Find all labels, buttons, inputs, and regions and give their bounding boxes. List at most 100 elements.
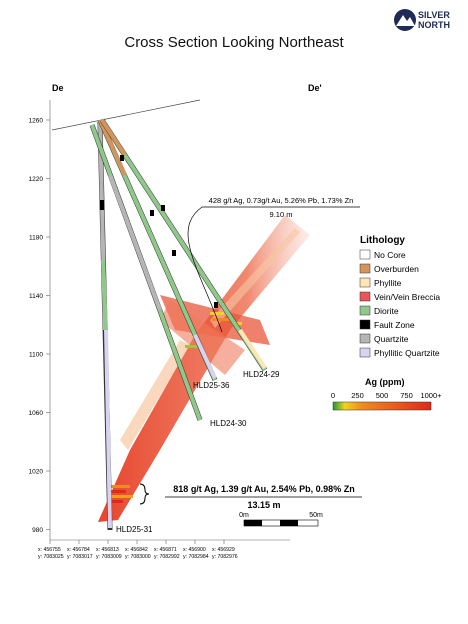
shape [108, 485, 130, 488]
legend-label: Phyllite [374, 278, 402, 288]
legend-swatch [359, 305, 371, 316]
legend-swatch [359, 249, 371, 260]
legend-label: Phyllitic Quartzite [374, 348, 440, 358]
shape [100, 155, 218, 308]
shape [108, 490, 126, 493]
section-label: De [52, 83, 64, 93]
colorbar: Ag (ppm) 0 250 500 750 1000+ [331, 377, 442, 411]
legend-title: Lithology [360, 235, 405, 246]
colorbar-title: Ag (ppm) [365, 377, 405, 387]
shape [108, 174, 162, 311]
intercept-width: 13.15 m [247, 500, 280, 510]
shape [120, 155, 124, 161]
shape [185, 345, 197, 348]
easting-label: x: 456929 [212, 547, 235, 553]
shape [193, 334, 217, 379]
elevation-label: 1220 [29, 176, 44, 183]
elevation-label: 1100 [29, 352, 43, 359]
easting-label: x: 456755 [38, 547, 61, 553]
legend-label: Vein/Vein Breccia [374, 292, 440, 302]
legend-swatch [359, 263, 371, 274]
easting-label: x: 456784 [67, 547, 90, 553]
legend-swatch [359, 291, 371, 302]
topography [51, 99, 201, 131]
northing-label: y: 7083017 [67, 554, 93, 560]
hole-label: HLD24-29 [243, 370, 280, 379]
colorbar-tick: 1000+ [420, 391, 442, 400]
shape [161, 205, 165, 211]
colorbar-tick: 250 [351, 391, 364, 400]
section-label: De' [308, 83, 322, 93]
northing-label: y: 7083009 [96, 554, 122, 560]
shape [100, 118, 127, 157]
title: Cross Section Looking Northeast [124, 34, 344, 51]
shape [98, 119, 127, 176]
intercept-width: 9.10 m [270, 210, 293, 219]
shape [210, 312, 224, 315]
logo: SILVER NORTH [394, 9, 450, 31]
logo-mountain [396, 15, 415, 26]
drill-holes [89, 118, 268, 531]
vein-zone [160, 300, 245, 375]
easting-label: x: 456900 [183, 547, 206, 553]
shape [280, 520, 298, 526]
legend-swatch [359, 333, 371, 344]
legend-swatch [359, 277, 371, 288]
legend-swatch [359, 319, 371, 330]
northing-label: y: 7083000 [125, 554, 151, 560]
logo-text: NORTH [418, 20, 450, 30]
easting-label: x: 456842 [125, 547, 148, 553]
northing-label: y: 7082992 [154, 554, 180, 560]
legend-label: Fault Zone [374, 320, 415, 330]
shape [212, 318, 230, 321]
shape [108, 500, 123, 503]
legend-label: Overburden [374, 264, 419, 274]
easting-label: x: 456813 [96, 547, 119, 553]
northing-label: y: 7083025 [38, 554, 64, 560]
elevation-label: 1060 [29, 410, 44, 417]
scale-bar: 0m 50m [239, 512, 323, 527]
elevation-label: 1260 [29, 118, 44, 125]
easting-label: x: 456871 [154, 547, 177, 553]
elevation-label: 1140 [29, 293, 43, 300]
hole-label: HLD25-36 [193, 381, 230, 390]
intercept-grade: 428 g/t Ag, 0.73g/t Au, 5.26% Pb, 1.73% … [209, 196, 354, 205]
shape [139, 483, 150, 505]
hole-label: HLD25-31 [116, 525, 153, 534]
shape [104, 329, 112, 529]
elevation-label: 1180 [29, 235, 43, 242]
shape [214, 302, 218, 308]
shape [100, 200, 104, 210]
logo-text: SILVER [418, 10, 450, 20]
elevation-label: 980 [32, 527, 43, 534]
northing-label: y: 7082976 [212, 554, 238, 560]
legend: Lithology No Core Overburden Phyllite Vein/… [359, 235, 440, 358]
shape [187, 206, 223, 333]
legend-label: Diorite [374, 306, 399, 316]
elevation-label: 1020 [29, 469, 44, 476]
shape [244, 520, 262, 526]
colorbar-tick: 750 [400, 391, 413, 400]
colorbar-tick: 500 [376, 391, 389, 400]
vein-zones [98, 215, 310, 522]
shape [100, 118, 267, 372]
shape [172, 250, 176, 256]
scale-label: 0m [239, 512, 249, 519]
shape [101, 259, 108, 331]
colorbar-ramp [332, 401, 432, 411]
vein-streak [210, 228, 300, 328]
intercept-grade: 818 g/t Ag, 1.39 g/t Au, 2.54% Pb, 0.98%… [173, 484, 354, 494]
vein-streak [120, 340, 190, 450]
shape [150, 210, 154, 216]
colorbar-tick: 0 [331, 391, 335, 400]
shape [108, 495, 133, 498]
legend-swatch [359, 347, 371, 358]
hole-label: HLD24-30 [210, 419, 247, 428]
northing-label: y: 7082984 [183, 554, 209, 560]
legend-label: No Core [374, 250, 406, 260]
shape [238, 328, 267, 370]
legend-label: Quartzite [374, 334, 409, 344]
vein-zone [98, 215, 310, 522]
scale-label: 50m [309, 512, 323, 519]
